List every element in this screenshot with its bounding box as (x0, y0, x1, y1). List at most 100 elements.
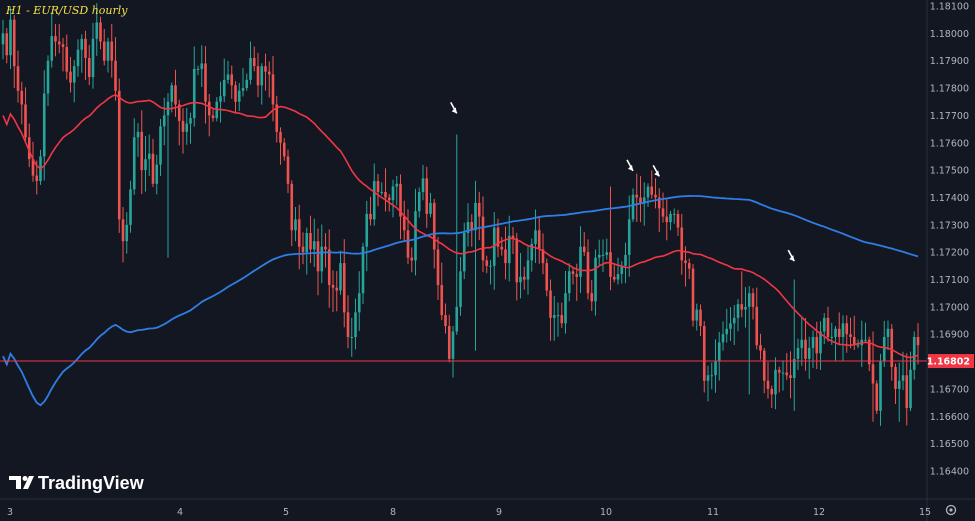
candle-body (380, 192, 384, 193)
candle-body (601, 254, 605, 256)
candle-body (331, 285, 335, 288)
candle-body (519, 276, 522, 283)
candle-body (504, 249, 507, 264)
candle-body (69, 71, 72, 83)
price-tick-label: 1.16900 (930, 330, 969, 341)
settings-gear-icon[interactable] (945, 504, 957, 516)
candle-body (42, 93, 46, 157)
candle-body (451, 331, 455, 359)
candle-body (575, 274, 579, 277)
candle-body (365, 213, 369, 247)
candle-body (845, 323, 849, 335)
candle-body (249, 57, 252, 80)
candle-body (230, 74, 234, 86)
candle-body (781, 372, 785, 374)
candle-body (657, 197, 661, 209)
candle-body (211, 115, 215, 119)
candle-body (695, 309, 699, 321)
candle-body (132, 137, 136, 190)
candle-body (444, 315, 447, 327)
price-tick-label: 1.16600 (930, 412, 969, 423)
price-tick-label: 1.17400 (930, 193, 969, 204)
candle-body (500, 246, 504, 250)
arrow-head (451, 107, 457, 114)
price-tick-label: 1.17300 (930, 220, 969, 231)
candle-body (879, 361, 882, 411)
candle-body (5, 33, 9, 56)
candle-body (87, 57, 91, 78)
candle-body (549, 290, 552, 318)
candle-body (616, 274, 620, 280)
candle-body (526, 260, 530, 280)
candle-body (890, 328, 894, 368)
candle-body (459, 271, 462, 307)
candle-body (425, 178, 429, 214)
candle-body (226, 74, 230, 80)
candle-body (324, 246, 327, 250)
candle-body (485, 260, 489, 266)
candle-body (774, 369, 777, 395)
candle-body (455, 306, 459, 332)
candle-body (822, 317, 826, 332)
candle-body (567, 271, 571, 294)
candle-body (237, 90, 241, 102)
candle-body (530, 243, 534, 261)
candle-body (635, 194, 639, 198)
candle-body (54, 36, 57, 42)
candle-body (414, 211, 417, 261)
time-tick-label: 15 (919, 507, 931, 518)
price-tick-label: 1.17900 (930, 56, 969, 67)
candle-body (196, 68, 200, 70)
candle-body (594, 257, 597, 302)
candle-body (770, 388, 774, 395)
candle-body (91, 38, 95, 78)
candle-body (744, 306, 747, 310)
tradingview-logo-icon (9, 476, 34, 489)
candle-body (27, 137, 31, 160)
candle-body (264, 66, 267, 72)
candle-body (766, 380, 770, 389)
candle-body (316, 241, 320, 272)
candle-body (121, 219, 125, 242)
candle-body (305, 233, 309, 253)
candle-body (676, 213, 680, 228)
candle-body (789, 375, 792, 378)
candle-body (556, 315, 560, 317)
candle-body (796, 347, 800, 359)
candle-body (804, 339, 807, 359)
candle-body (545, 263, 549, 291)
price-tick-label: 1.17800 (930, 84, 969, 95)
candle-body (564, 293, 567, 324)
candle-body (275, 104, 279, 132)
candle-body (151, 153, 155, 184)
candle-body (837, 328, 841, 337)
candle-body (207, 101, 211, 116)
candle-body (61, 44, 65, 48)
candle-body (290, 183, 294, 231)
time-tick-label: 8 (390, 507, 396, 518)
candle-body (282, 142, 286, 157)
candle-body (354, 312, 357, 337)
candle-body (181, 120, 185, 132)
candle-body (114, 60, 117, 91)
arrow-head (654, 170, 660, 177)
price-tick-label: 1.17600 (930, 138, 969, 149)
last-price-label: 1.16802 (927, 357, 970, 368)
candle-body (732, 317, 736, 324)
candle-body (466, 222, 470, 234)
candle-body (699, 309, 702, 327)
candle-body (219, 96, 222, 102)
candle-body (571, 271, 575, 275)
candlestick-series (1, 3, 920, 426)
candle-body (631, 194, 635, 220)
candle-body (481, 216, 485, 261)
candle-body (586, 252, 590, 294)
candle-body (65, 47, 69, 72)
candle-body (710, 375, 714, 377)
candle-body (807, 347, 811, 359)
candle-body (279, 131, 282, 143)
price-axis: 1.18100 1.18000 1.17900 1.17800 1.17700 1.176… (930, 2, 969, 478)
candle-body (725, 328, 729, 335)
candle-body (496, 227, 500, 247)
